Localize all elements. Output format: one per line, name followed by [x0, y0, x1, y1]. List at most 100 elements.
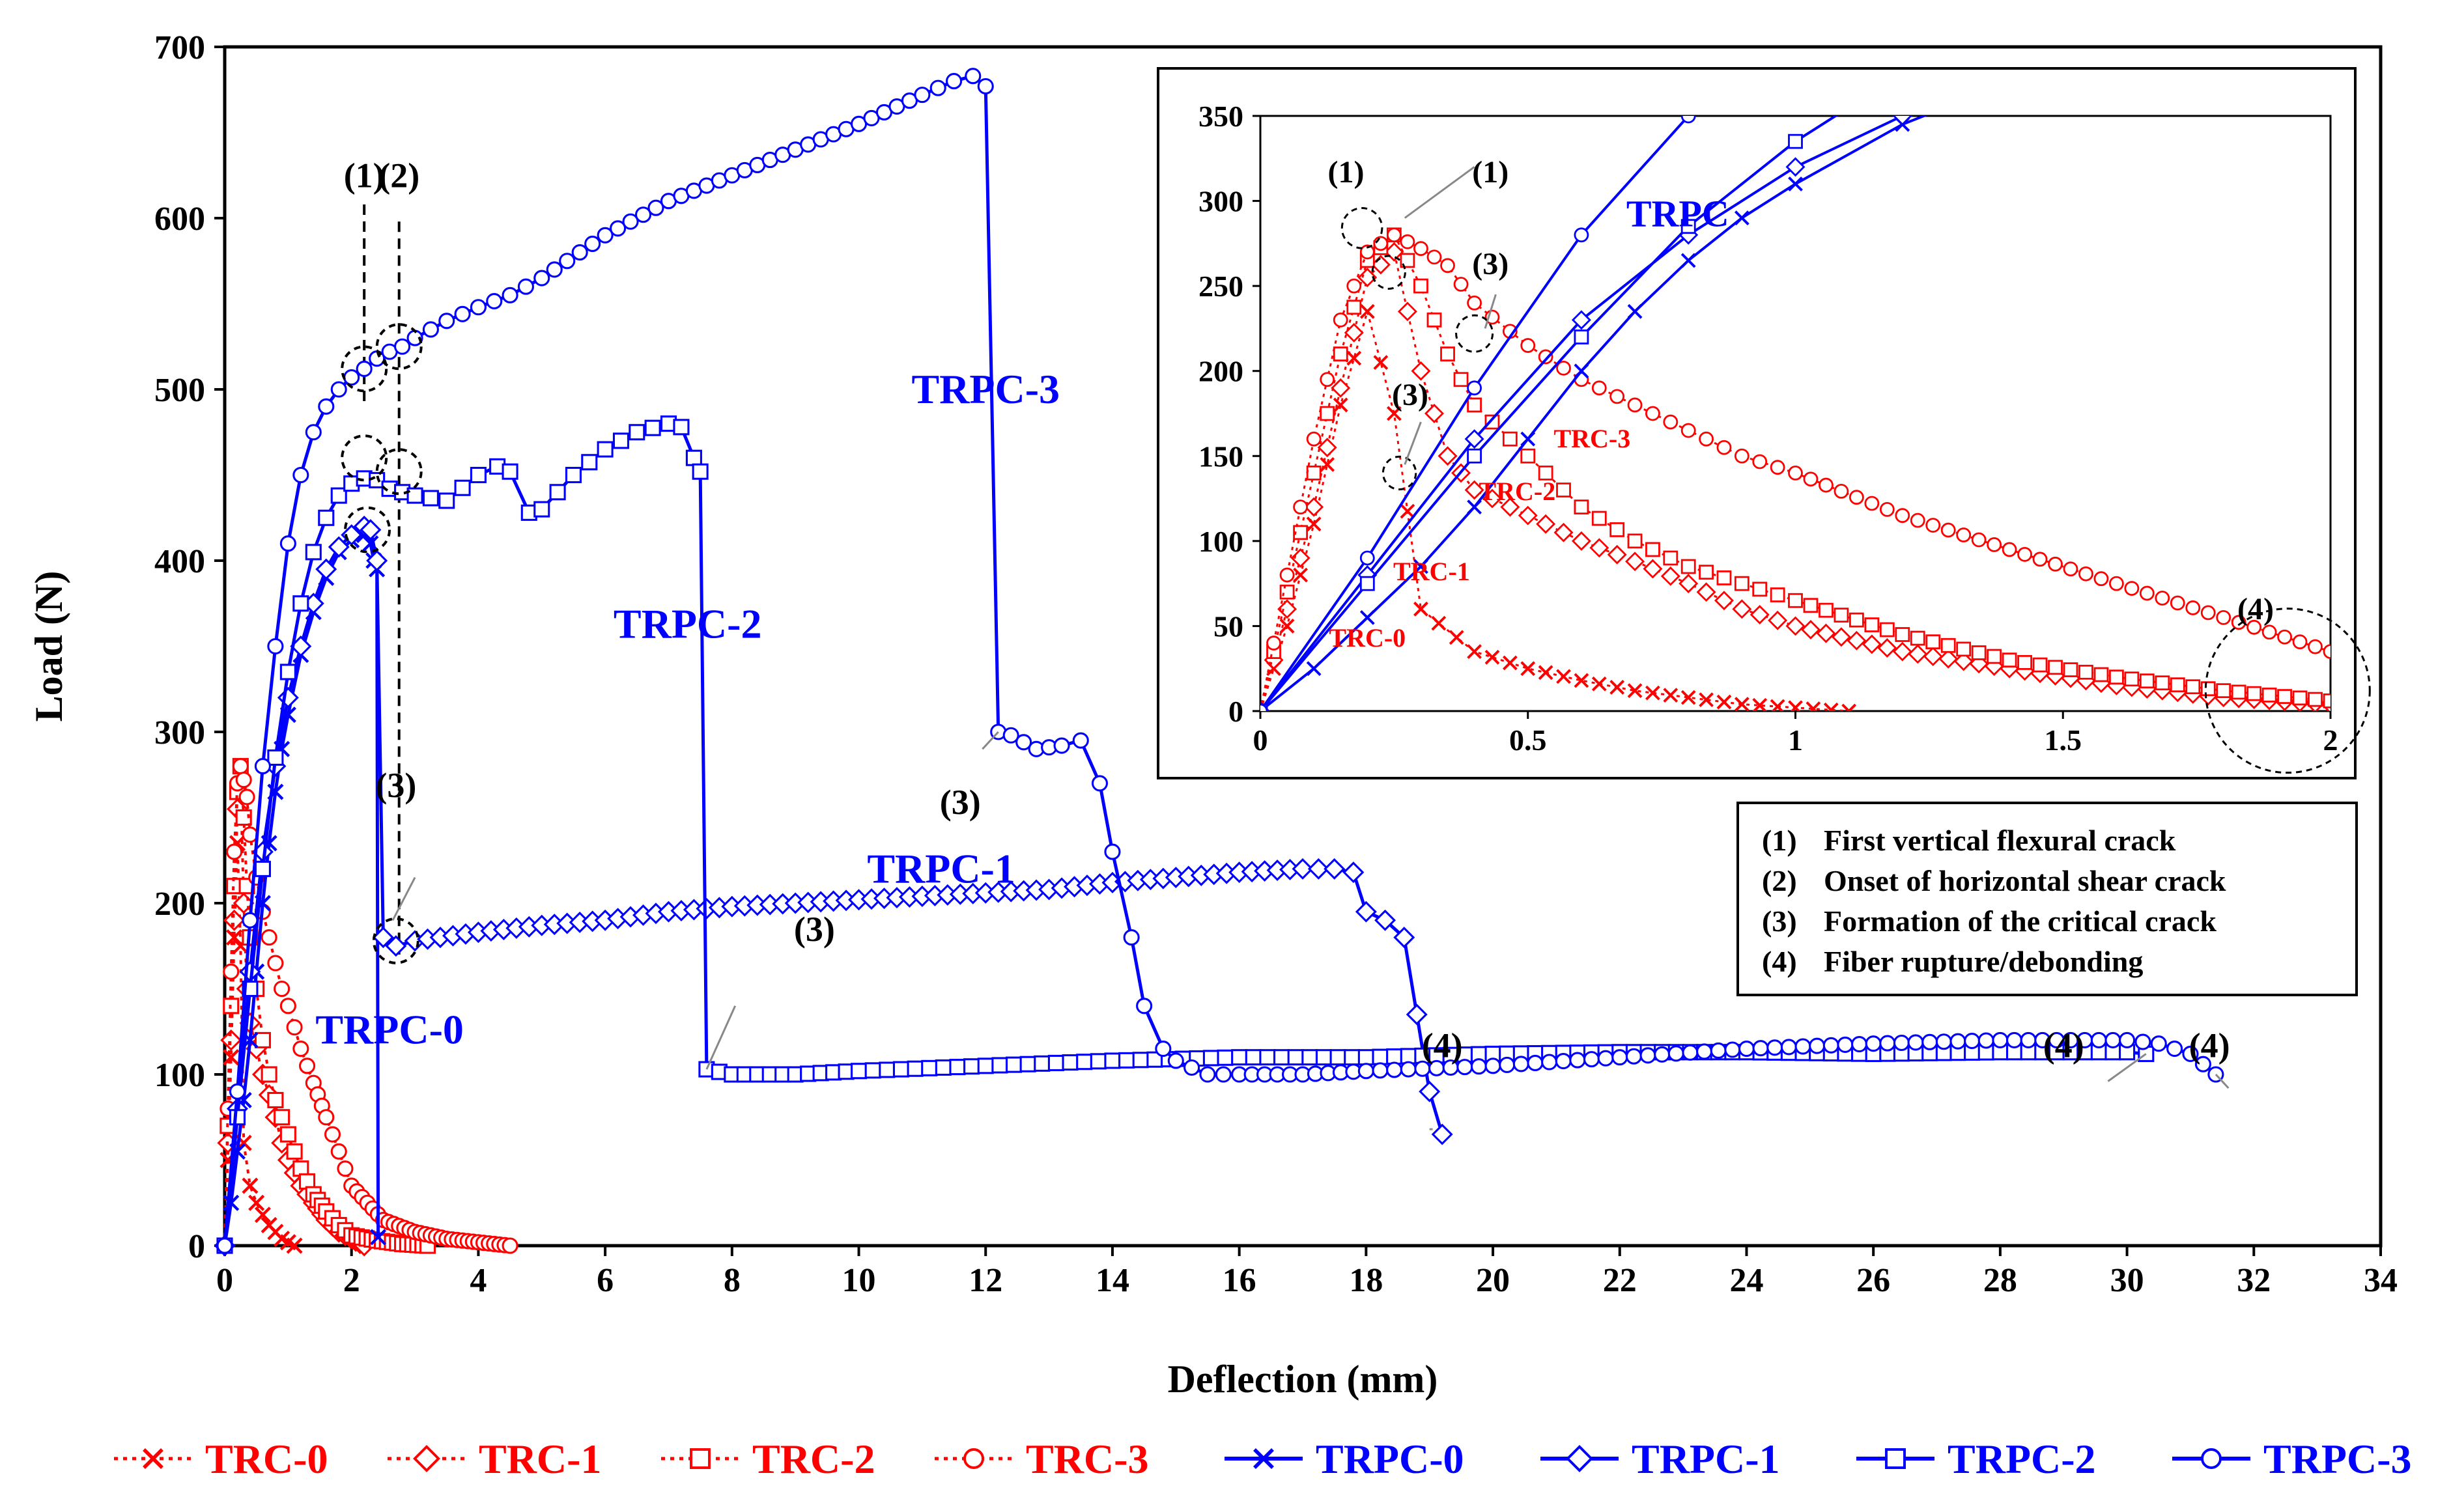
data-point-TRPC-2 — [305, 544, 322, 561]
inset-event-label: (1) — [1472, 155, 1509, 189]
inset-leader-line — [1404, 421, 1422, 465]
note-number: (4) — [1762, 945, 1797, 978]
inset-data-point-TRC-3 — [2063, 561, 2078, 577]
inset-data-point-TRC-0 — [1788, 700, 1803, 711]
inset-data-point-TRPC-2 — [1467, 448, 1482, 464]
data-point-TRPC-3 — [1738, 1041, 1755, 1057]
inset-data-point-TRC-3 — [1627, 397, 1643, 413]
data-point-TRPC-3 — [647, 199, 664, 216]
y-tick-label: 700 — [154, 29, 205, 66]
y-tick-label: 200 — [154, 886, 205, 923]
inset-data-point-TRC-0 — [1574, 673, 1589, 688]
x-tick-label: 20 — [1476, 1262, 1510, 1299]
inset-data-point-TRC-1 — [1304, 497, 1324, 517]
inset-data-point-TRC-2 — [2277, 689, 2292, 705]
inset-x-tick-label: 2 — [2323, 723, 2338, 757]
inset-data-point-TRC-3 — [2139, 585, 2155, 601]
inset-crack-marker-circle — [1381, 455, 1417, 491]
annotation-leader-line — [2215, 1073, 2230, 1089]
data-point-TRPC-2 — [921, 1059, 938, 1076]
legend: TRC-0 TRC-1 TRC-2 TRC-3 TRPC-0 TRPC-1 TRPC-2 TR… — [114, 1436, 2412, 1482]
inset-data-point-TRC-3 — [1538, 349, 1553, 365]
inset-data-point-TRC-3 — [1373, 236, 1389, 251]
inset-data-point-TRC-1 — [1438, 446, 1458, 466]
x-tick-label: 2 — [343, 1262, 360, 1299]
data-point-TRPC-3 — [1527, 1054, 1544, 1072]
inset-data-point-TRC-1 — [1331, 378, 1351, 398]
inset-data-point-TRC-0 — [1386, 406, 1402, 421]
x-tick-label: 26 — [1856, 1262, 1890, 1299]
data-point-TRPC-2 — [1202, 1050, 1219, 1067]
inset-data-point-TRC-2 — [1803, 598, 1819, 613]
data-point-TRPC-1 — [360, 519, 382, 541]
inset-data-point-TRC-3 — [1663, 414, 1679, 430]
inset-data-point-TRPC-3 — [1260, 703, 1268, 711]
inset-data-point-TRC-2 — [1293, 525, 1309, 540]
y-tick-label: 100 — [154, 1057, 205, 1094]
data-point-TRPC-3 — [2166, 1041, 2183, 1057]
inset-data-point-TRC-0 — [1752, 697, 1768, 711]
inset-data-point-TRC-1 — [1571, 531, 1591, 551]
inset-data-point-TRC-2 — [1556, 483, 1571, 497]
data-point-TRPC-3 — [1053, 737, 1070, 754]
data-point-TRPC-3 — [1992, 1031, 2009, 1048]
inset-data-point-TRC-0 — [1627, 683, 1643, 699]
inset-data-point-TRC-3 — [2246, 619, 2262, 635]
inset-data-point-TRC-2 — [1987, 649, 2002, 664]
y-tick-label: 0 — [188, 1228, 205, 1265]
inset-data-point-TRC-3 — [2277, 629, 2292, 645]
notes-frame — [1736, 802, 2358, 996]
inset-data-point-TRPC-0 — [1627, 303, 1643, 319]
x-tick-label: 18 — [1349, 1262, 1383, 1299]
inset-data-point-TRC-0 — [1293, 567, 1308, 583]
data-point-TRPC-3 — [1155, 1041, 1172, 1057]
inset-y-tick-label: 0 — [1228, 695, 1243, 728]
data-point-TRPC-3 — [2119, 1031, 2136, 1048]
inset-data-point-TRC-3 — [2292, 634, 2308, 650]
inset-data-point-TRC-2 — [1770, 587, 1785, 602]
inset-data-point-TRPC-0 — [1467, 499, 1482, 515]
inset-data-point-TRC-1 — [1714, 591, 1734, 611]
inset-data-point-TRC-3 — [1879, 501, 1895, 517]
inset-data-point-TRC-3 — [1293, 499, 1309, 515]
data-point-TRPC-3 — [330, 381, 347, 398]
data-point-TRPC-2 — [991, 1057, 1008, 1074]
data-point-TRPC-2 — [1047, 1054, 1064, 1072]
data-point-TRPC-3 — [1809, 1037, 1826, 1054]
inset-data-point-TRC-3 — [1699, 431, 1714, 447]
data-point-TRPC-2 — [330, 487, 347, 504]
data-point-TRPC-2 — [1386, 1048, 1403, 1065]
data-point-TRPC-1 — [1342, 861, 1365, 884]
inset-data-point-TRC-2 — [1925, 634, 1941, 650]
data-point-TRPC-3 — [1949, 1033, 1966, 1050]
data-point-TRPC-2 — [279, 664, 296, 680]
inset-data-point-TRC-0 — [1484, 649, 1500, 665]
data-point-TRPC-3 — [1597, 1050, 1614, 1067]
series-label: TRPC-2 — [614, 600, 762, 647]
inset-data-point-TRC-3 — [1591, 380, 1607, 396]
inset-data-point-TRC-2 — [1895, 627, 1910, 642]
data-point-TRPC-3 — [1091, 775, 1109, 792]
inset-data-point-TRC-2 — [2108, 669, 2124, 685]
data-point-TRC-2 — [286, 1143, 303, 1160]
data-point-TRPC-3 — [1893, 1034, 1910, 1052]
inset-data-point-TRC-2 — [2216, 683, 2231, 699]
inset-data-point-TRC-1 — [1290, 548, 1311, 568]
inset-data-point-TRC-3 — [2323, 644, 2331, 659]
note-text: First vertical flexural crack — [1824, 824, 2176, 857]
data-point-TRPC-3 — [2134, 1033, 2151, 1050]
data-point-TRPC-3 — [1921, 1033, 1938, 1050]
data-point-TRPC-2 — [1076, 1054, 1093, 1071]
inset-data-point-TRC-2 — [1879, 622, 1895, 637]
note-text: Formation of the critical crack — [1824, 904, 2217, 938]
inset-data-point-TRPC-0 — [1520, 431, 1536, 447]
legend-label: TRPC-0 — [1316, 1436, 1464, 1482]
data-point-TRPC-2 — [692, 463, 709, 480]
data-point-TRPC-3 — [305, 424, 322, 441]
event-label: (4) — [2189, 1026, 2230, 1065]
inset-data-point-TRC-2 — [2261, 687, 2277, 703]
data-point-TRPC-2 — [318, 509, 335, 526]
data-point-TRPC-3 — [1136, 998, 1153, 1015]
data-point-TRC-3 — [232, 758, 249, 775]
inset-data-point-TRC-2 — [1520, 448, 1536, 464]
